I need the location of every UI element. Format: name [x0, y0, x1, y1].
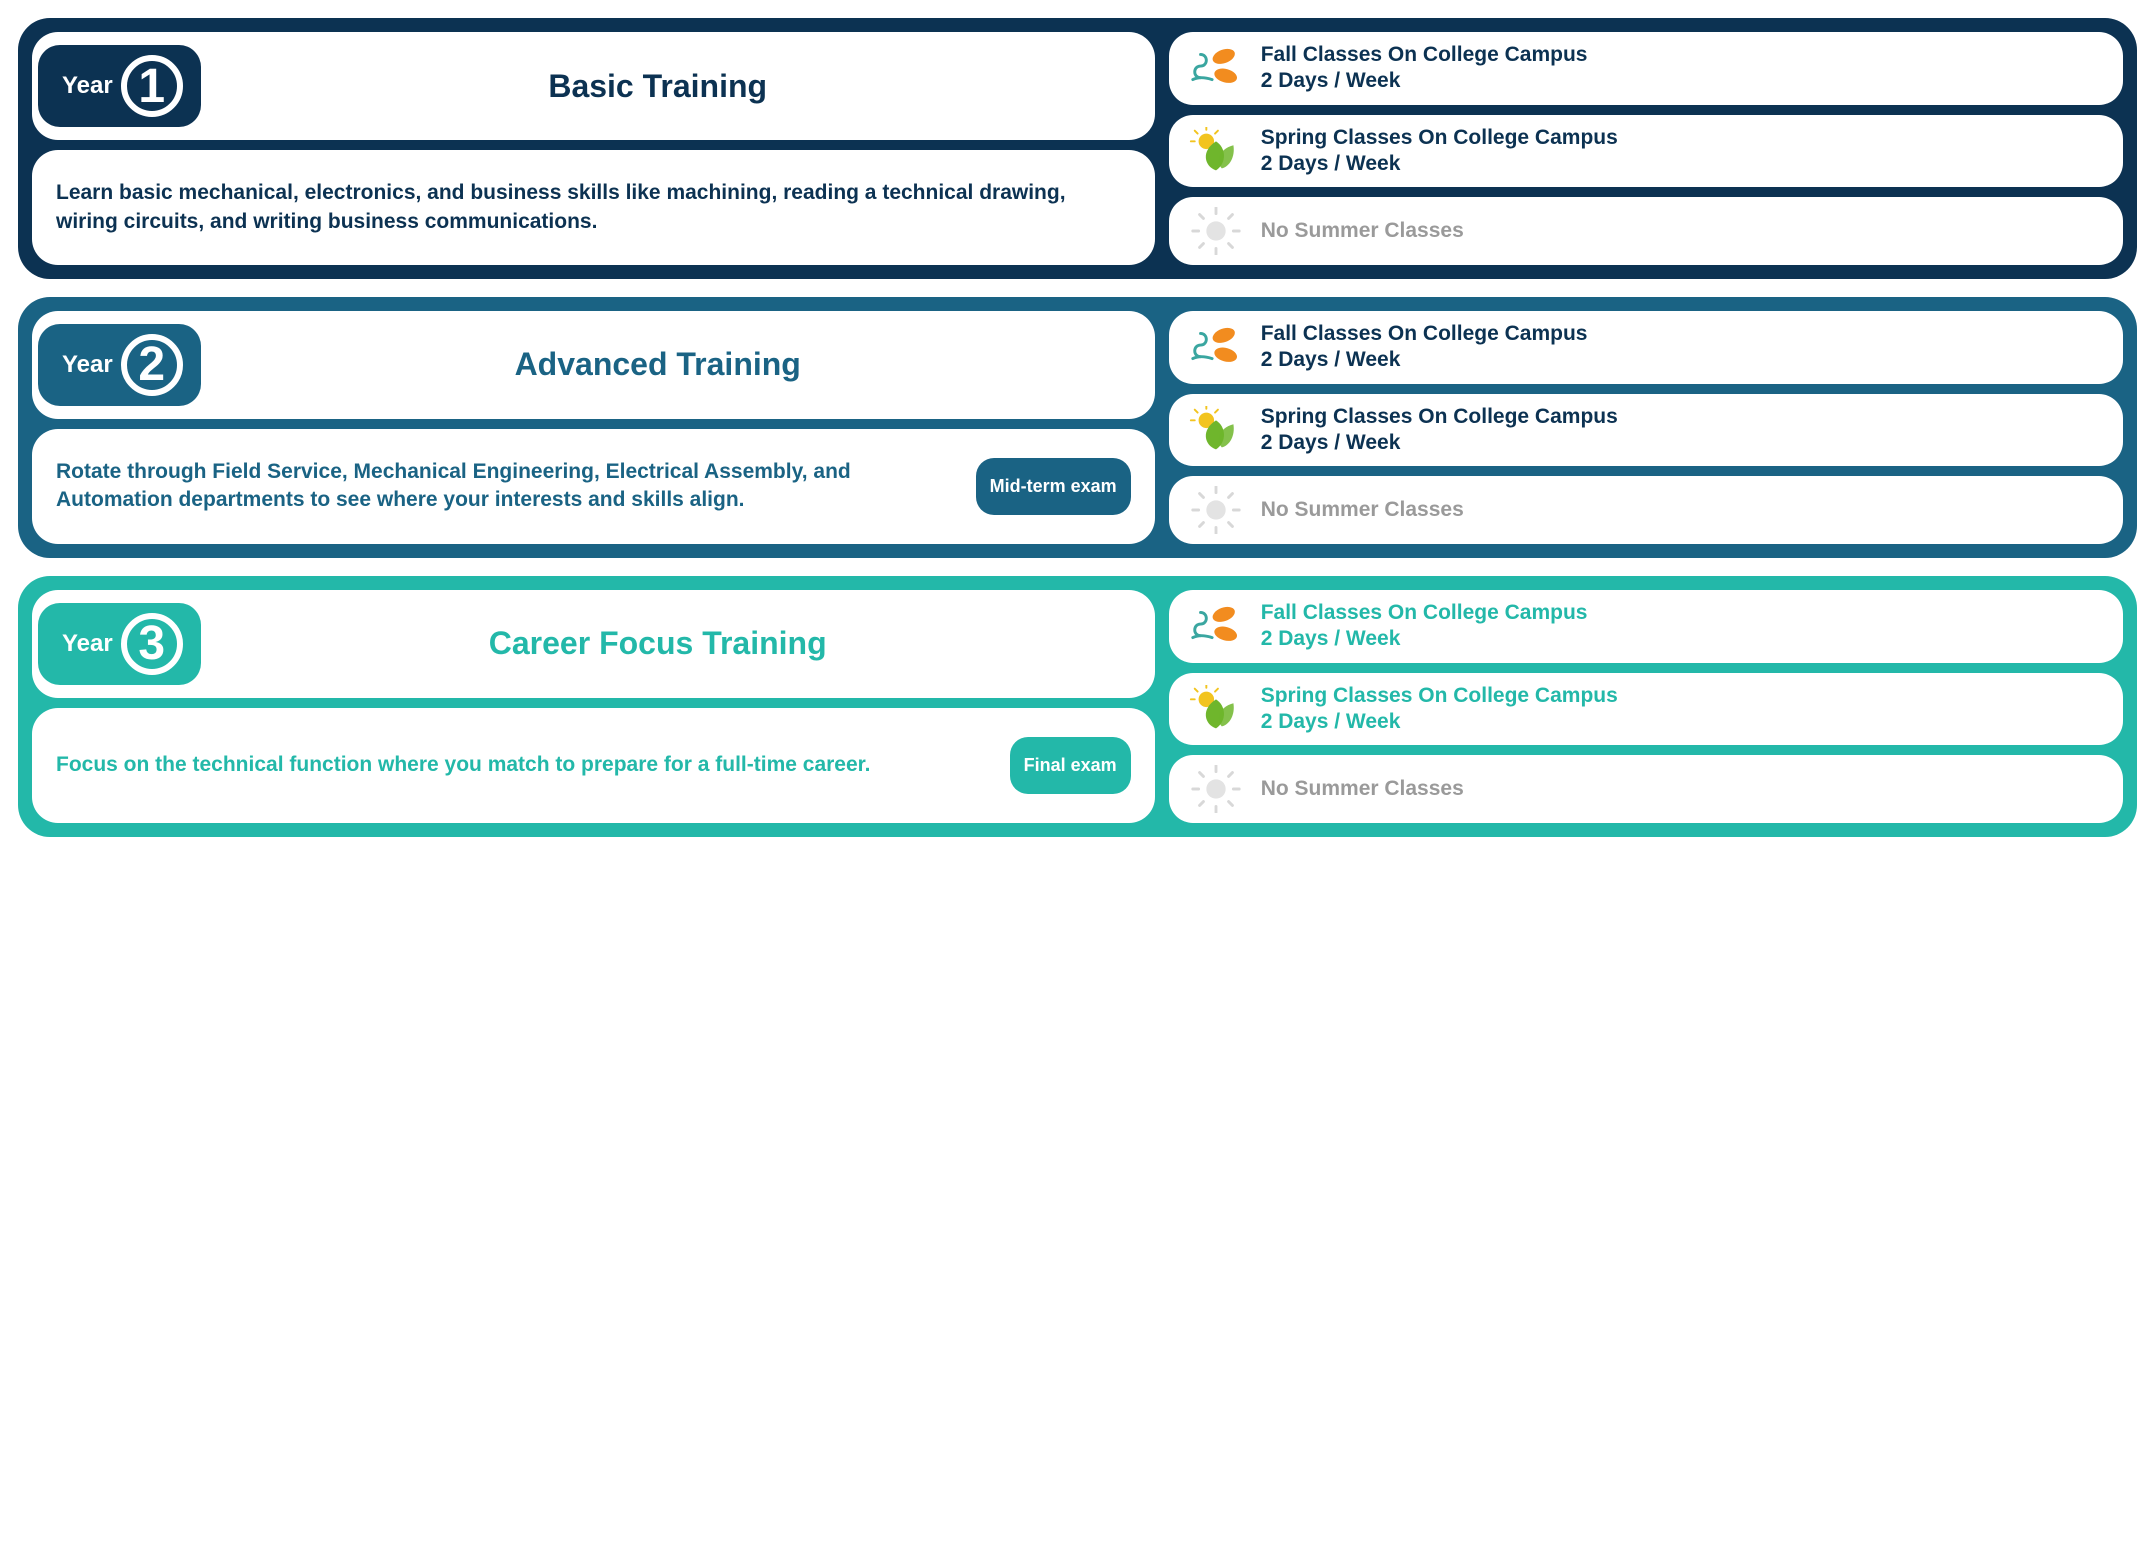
year-description: Rotate through Field Service, Mechanical… [56, 458, 962, 515]
fall-line1: Fall Classes On College Campus [1261, 600, 1588, 626]
fall-line1: Fall Classes On College Campus [1261, 42, 1588, 68]
fall-icon [1187, 44, 1245, 92]
year-description: Learn basic mechanical, electronics, and… [56, 179, 1131, 236]
summer-line1: No Summer Classes [1261, 776, 1464, 802]
summer-schedule: No Summer Classes [1169, 476, 2123, 544]
year-card-3: Year 3 Career Focus Training Fall Classe… [18, 576, 2137, 837]
fall-icon [1187, 323, 1245, 371]
schedule-column: Fall Classes On College Campus 2 Days / … [1169, 311, 2123, 544]
description-row: Learn basic mechanical, electronics, and… [32, 150, 1155, 265]
year-prefix: Year [62, 72, 113, 100]
spring-line2: 2 Days / Week [1261, 709, 1618, 735]
title-row: Year 1 Basic Training [32, 32, 1155, 140]
year-number: 3 [121, 613, 183, 675]
description-row: Rotate through Field Service, Mechanical… [32, 429, 1155, 544]
spring-line1: Spring Classes On College Campus [1261, 683, 1618, 709]
fall-schedule: Fall Classes On College Campus 2 Days / … [1169, 32, 2123, 105]
summer-schedule: No Summer Classes [1169, 755, 2123, 823]
spring-line1: Spring Classes On College Campus [1261, 125, 1618, 151]
fall-icon [1187, 602, 1245, 650]
summer-icon [1187, 486, 1245, 534]
spring-line2: 2 Days / Week [1261, 151, 1618, 177]
fall-line2: 2 Days / Week [1261, 626, 1588, 652]
year-prefix: Year [62, 630, 113, 658]
summer-icon [1187, 207, 1245, 255]
summer-icon [1187, 765, 1245, 813]
year-prefix: Year [62, 351, 113, 379]
spring-line1: Spring Classes On College Campus [1261, 404, 1618, 430]
description-row: Focus on the technical function where yo… [32, 708, 1155, 823]
spring-schedule: Spring Classes On College Campus 2 Days … [1169, 115, 2123, 188]
fall-line1: Fall Classes On College Campus [1261, 321, 1588, 347]
year-card-2: Year 2 Advanced Training Fall Classes On… [18, 297, 2137, 558]
year-title: Career Focus Training [219, 625, 1137, 662]
year-badge: Year 1 [38, 45, 201, 127]
fall-schedule: Fall Classes On College Campus 2 Days / … [1169, 590, 2123, 663]
year-title: Basic Training [219, 68, 1137, 105]
year-number: 1 [121, 55, 183, 117]
spring-schedule: Spring Classes On College Campus 2 Days … [1169, 394, 2123, 467]
year-number: 2 [121, 334, 183, 396]
spring-icon [1187, 685, 1245, 733]
summer-line1: No Summer Classes [1261, 497, 1464, 523]
fall-line2: 2 Days / Week [1261, 68, 1588, 94]
year-badge: Year 3 [38, 603, 201, 685]
spring-line2: 2 Days / Week [1261, 430, 1618, 456]
year-card-1: Year 1 Basic Training Fall Classes On Co… [18, 18, 2137, 279]
schedule-column: Fall Classes On College Campus 2 Days / … [1169, 32, 2123, 265]
summer-line1: No Summer Classes [1261, 218, 1464, 244]
exam-chip: Final exam [1010, 737, 1131, 795]
exam-chip: Mid-term exam [976, 458, 1131, 516]
spring-schedule: Spring Classes On College Campus 2 Days … [1169, 673, 2123, 746]
year-badge: Year 2 [38, 324, 201, 406]
spring-icon [1187, 127, 1245, 175]
fall-line2: 2 Days / Week [1261, 347, 1588, 373]
title-row: Year 3 Career Focus Training [32, 590, 1155, 698]
year-title: Advanced Training [219, 346, 1137, 383]
year-description: Focus on the technical function where yo… [56, 751, 996, 779]
spring-icon [1187, 406, 1245, 454]
summer-schedule: No Summer Classes [1169, 197, 2123, 265]
fall-schedule: Fall Classes On College Campus 2 Days / … [1169, 311, 2123, 384]
schedule-column: Fall Classes On College Campus 2 Days / … [1169, 590, 2123, 823]
title-row: Year 2 Advanced Training [32, 311, 1155, 419]
